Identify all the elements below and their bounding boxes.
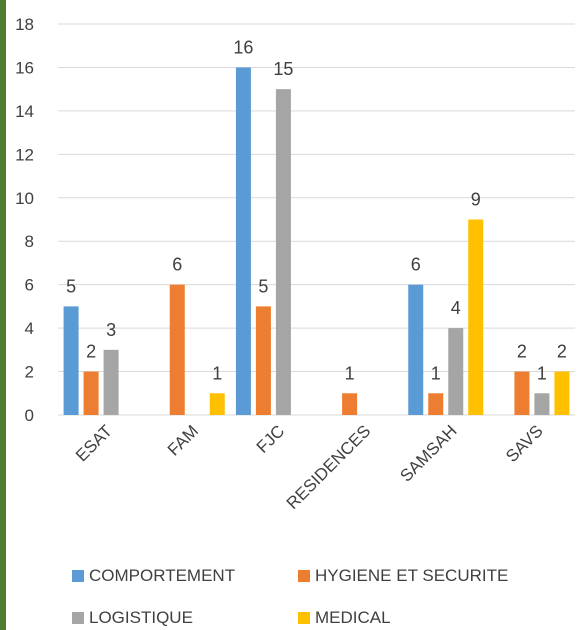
y-tick-label: 16 bbox=[15, 58, 34, 77]
bar-fjc-hygiene-et-securite bbox=[255, 306, 271, 415]
bar-samsah-hygiene-et-securite bbox=[428, 393, 444, 415]
bar-samsah-comportement bbox=[408, 284, 424, 415]
x-tick-label: SAVS bbox=[502, 421, 547, 466]
x-tick-label: FAM bbox=[164, 421, 202, 459]
data-label: 4 bbox=[451, 298, 461, 318]
legend-swatch bbox=[298, 570, 310, 582]
data-label: 2 bbox=[86, 342, 96, 362]
legend-item-logistique: LOGISTIQUE bbox=[72, 608, 193, 628]
legend-label: MEDICAL bbox=[315, 608, 391, 627]
gridlines bbox=[58, 23, 575, 416]
legend-swatch bbox=[72, 612, 84, 624]
data-label: 2 bbox=[517, 342, 527, 362]
legend-label: HYGIENE ET SECURITE bbox=[315, 566, 509, 585]
bar-esat-hygiene-et-securite bbox=[83, 371, 99, 415]
data-label: 6 bbox=[172, 255, 182, 275]
legend-swatch bbox=[298, 612, 310, 624]
bar-fam-hygiene-et-securite bbox=[169, 284, 185, 415]
legend-item-hygiene-et-securite: HYGIENE ET SECURITE bbox=[298, 566, 508, 586]
bar-samsah-logistique bbox=[448, 328, 464, 415]
y-tick-label: 8 bbox=[25, 232, 34, 251]
left-edge-strip bbox=[0, 0, 6, 630]
bar-fjc-comportement bbox=[235, 67, 251, 415]
data-label: 6 bbox=[411, 255, 421, 275]
legend-swatch bbox=[72, 570, 84, 582]
y-tick-label: 12 bbox=[15, 145, 34, 164]
bars bbox=[63, 67, 570, 416]
y-tick-label: 18 bbox=[15, 15, 34, 34]
y-tick-label: 4 bbox=[25, 319, 34, 338]
bar-savs-medical bbox=[554, 371, 570, 415]
legend-item-comportement: COMPORTEMENT bbox=[72, 566, 235, 586]
x-tick-label: ESAT bbox=[72, 421, 116, 465]
data-label: 9 bbox=[471, 190, 481, 210]
x-tick-label: RESIDENCES bbox=[283, 421, 375, 513]
data-label: 3 bbox=[106, 320, 116, 340]
x-tick-label: SAMSAH bbox=[396, 421, 460, 485]
y-tick-label: 10 bbox=[15, 189, 34, 208]
bar-fam-medical bbox=[209, 393, 225, 415]
bar-savs-logistique bbox=[534, 393, 550, 415]
data-label: 2 bbox=[557, 342, 567, 362]
legend-label: LOGISTIQUE bbox=[89, 608, 193, 627]
bar-esat-comportement bbox=[63, 306, 79, 415]
data-label: 1 bbox=[431, 363, 441, 383]
data-label: 1 bbox=[212, 363, 222, 383]
bar-esat-logistique bbox=[103, 349, 119, 415]
data-label: 15 bbox=[273, 59, 293, 79]
bar-residences-hygiene-et-securite bbox=[342, 393, 358, 415]
data-label: 1 bbox=[345, 363, 355, 383]
y-tick-label: 2 bbox=[25, 363, 34, 382]
y-tick-label: 14 bbox=[15, 102, 34, 121]
data-label: 1 bbox=[537, 363, 547, 383]
data-label: 5 bbox=[66, 276, 76, 296]
data-label: 5 bbox=[258, 276, 268, 296]
y-tick-label: 0 bbox=[25, 406, 34, 425]
bar-fjc-logistique bbox=[275, 89, 291, 416]
y-tick-label: 6 bbox=[25, 276, 34, 295]
y-axis-ticks: 0 2 4 6 8 10 12 14 16 18 bbox=[15, 15, 34, 425]
x-tick-label: FJC bbox=[253, 421, 288, 456]
bar-savs-hygiene-et-securite bbox=[514, 371, 530, 415]
legend: COMPORTEMENT HYGIENE ET SECURITE LOGISTIQU… bbox=[72, 556, 572, 630]
legend-label: COMPORTEMENT bbox=[89, 566, 236, 585]
bar-samsah-medical bbox=[468, 219, 484, 415]
legend-item-medical: MEDICAL bbox=[298, 608, 391, 628]
data-label: 16 bbox=[233, 37, 253, 57]
